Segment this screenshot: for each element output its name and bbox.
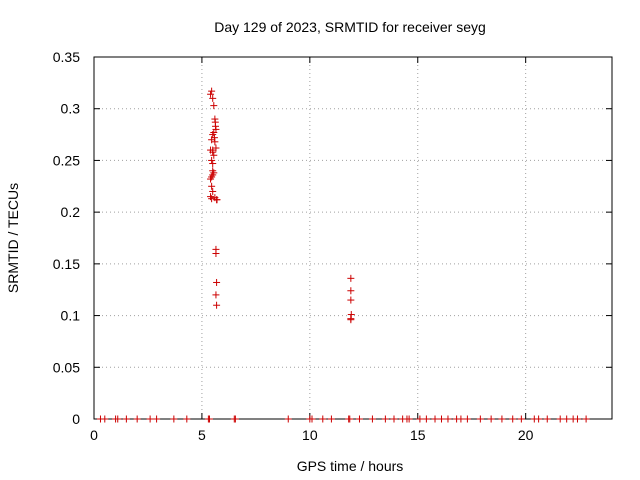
y-tick-label: 0.1 <box>61 308 81 324</box>
data-point <box>209 94 217 102</box>
data-point <box>535 415 543 423</box>
data-point <box>205 415 213 423</box>
data-point <box>213 196 221 204</box>
y-tick-label: 0.15 <box>53 256 80 272</box>
data-point <box>212 250 220 258</box>
data-point <box>431 415 439 423</box>
data-point <box>210 102 218 110</box>
data-point <box>563 415 571 423</box>
data-point <box>170 415 178 423</box>
data-point <box>509 415 517 423</box>
data-point <box>405 415 413 423</box>
data-point <box>355 415 363 423</box>
data-point <box>208 136 216 144</box>
data-point <box>582 415 590 423</box>
data-point <box>543 415 551 423</box>
y-tick-label: 0.35 <box>53 49 80 65</box>
data-point <box>347 316 355 324</box>
data-point <box>207 90 215 98</box>
x-tick-label: 0 <box>90 427 98 443</box>
y-tick-label: 0.2 <box>61 204 81 220</box>
data-point <box>347 296 355 304</box>
data-point <box>346 415 354 423</box>
data-point <box>114 415 122 423</box>
y-tick-label: 0.25 <box>53 152 80 168</box>
y-axis-title: SRMTID / TECUs <box>5 183 21 293</box>
data-point <box>207 146 215 154</box>
data-point <box>213 278 221 286</box>
data-point <box>183 415 191 423</box>
data-point <box>209 187 217 195</box>
data-point <box>207 175 215 183</box>
data-point <box>463 415 471 423</box>
grid-lines <box>94 57 612 419</box>
data-point <box>208 87 216 95</box>
data-point <box>368 415 376 423</box>
data-point <box>210 151 218 159</box>
data-point <box>498 415 506 423</box>
data-point <box>437 415 445 423</box>
data-point <box>347 274 355 282</box>
data-point <box>209 160 217 168</box>
data-point <box>517 415 525 423</box>
data-point <box>457 415 465 423</box>
x-tick-label: 20 <box>518 427 534 443</box>
y-tick-label: 0.05 <box>53 359 80 375</box>
data-point <box>122 415 130 423</box>
data-point <box>381 415 389 423</box>
data-point <box>444 415 452 423</box>
data-point <box>476 415 484 423</box>
x-tick-label: 15 <box>410 427 426 443</box>
data-point <box>284 415 292 423</box>
axis-ticks: 0 5 10 15 20 0 0.05 0.1 0.15 0.2 0.25 0.3 0.35 <box>53 49 612 443</box>
chart-title: Day 129 of 2023, SRMTID for receiver sey… <box>214 19 486 35</box>
data-point <box>208 156 216 164</box>
data-point <box>209 131 217 139</box>
data-point <box>556 415 564 423</box>
data-point <box>101 415 109 423</box>
x-tick-label: 10 <box>302 427 318 443</box>
data-point <box>390 415 398 423</box>
data-point <box>487 415 495 423</box>
y-tick-label: 0 <box>72 411 80 427</box>
data-points <box>96 87 590 423</box>
data-point <box>422 415 430 423</box>
data-point <box>213 301 221 309</box>
data-point <box>308 415 316 423</box>
y-tick-label: 0.3 <box>61 101 81 117</box>
x-axis-title: GPS time / hours <box>297 458 404 474</box>
data-point <box>153 415 161 423</box>
data-point <box>212 291 220 299</box>
data-point <box>573 415 581 423</box>
data-point <box>319 415 327 423</box>
data-point <box>208 195 216 203</box>
plot-frame <box>93 56 613 420</box>
x-tick-label: 5 <box>198 427 206 443</box>
data-point <box>231 415 239 423</box>
data-point <box>347 287 355 295</box>
data-point <box>327 415 335 423</box>
data-point <box>208 182 216 190</box>
data-point <box>133 415 141 423</box>
data-point <box>416 415 424 423</box>
data-point <box>146 415 154 423</box>
